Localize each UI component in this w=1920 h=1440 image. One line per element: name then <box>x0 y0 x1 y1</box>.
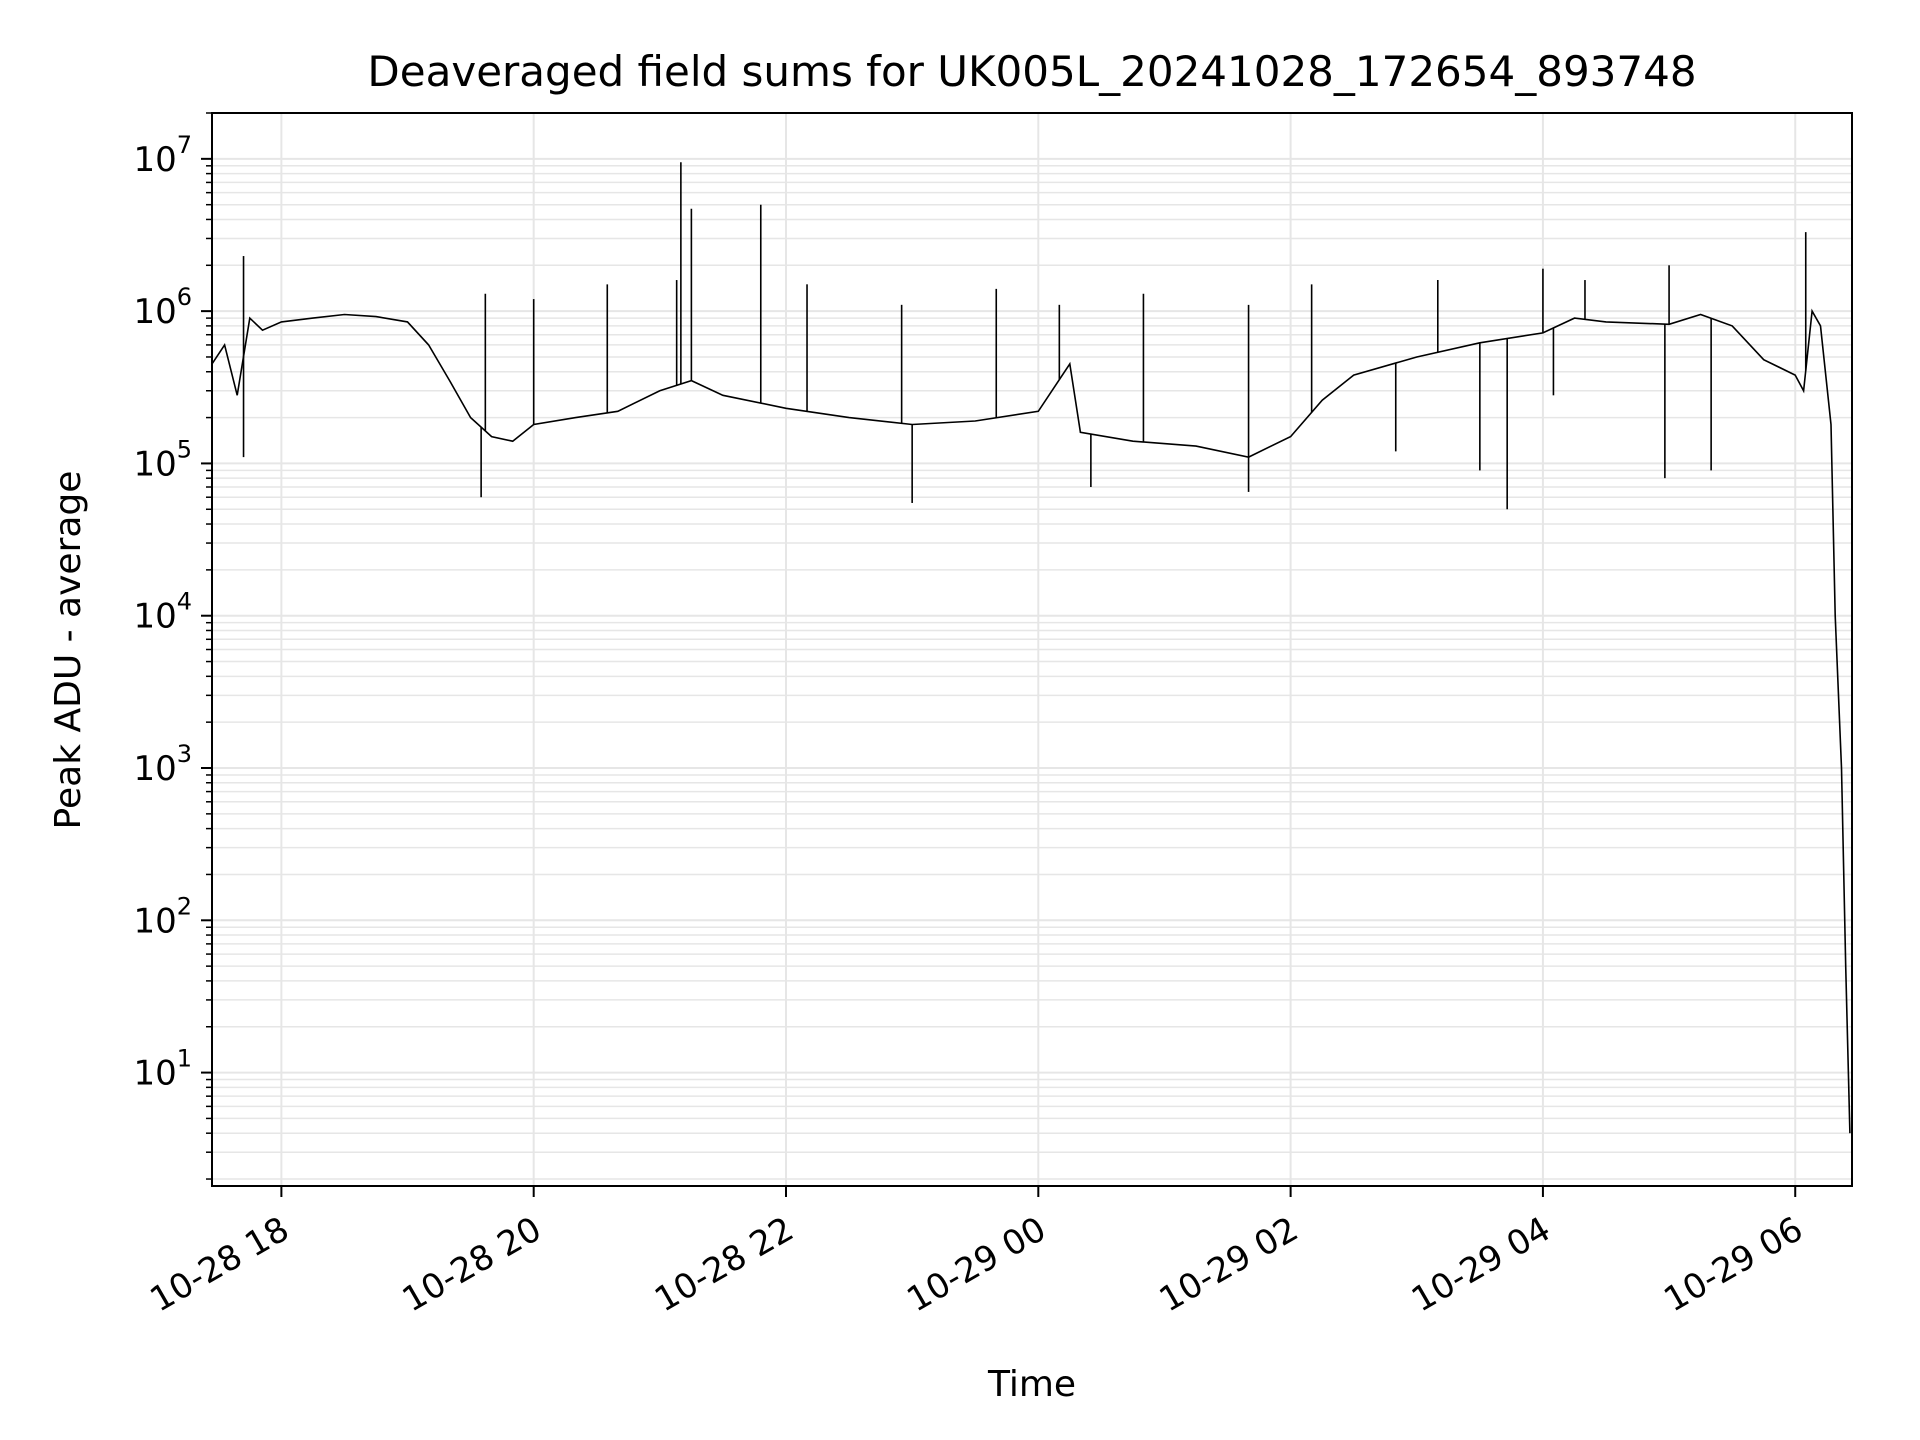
series-line <box>211 308 1851 1134</box>
chart-title: Deaveraged field sums for UK005L_2024102… <box>367 47 1696 96</box>
y-tick-label: 104 <box>133 588 192 637</box>
x-axis: 10-28 18 10-28 20 10-28 22 10-29 00 10-29 02… <box>143 1186 1810 1320</box>
y-tick-label: 105 <box>133 435 192 484</box>
x-tick-label: 10-28 22 <box>648 1209 800 1320</box>
x-tick-label: 10-29 02 <box>1153 1209 1305 1320</box>
y-axis: 101 102 103 104 105 106 107 <box>133 112 212 1180</box>
x-tick-label: 10-29 00 <box>900 1209 1052 1320</box>
y-tick-label: 101 <box>133 1045 192 1094</box>
grid <box>212 112 1852 1186</box>
x-tick-label: 10-29 06 <box>1657 1209 1809 1320</box>
y-axis-label: Peak ADU - average <box>48 471 89 830</box>
data-layer <box>211 162 1851 1134</box>
y-tick-label: 106 <box>133 283 192 332</box>
x-tick-label: 10-29 04 <box>1405 1209 1557 1320</box>
x-tick-label: 10-28 20 <box>396 1209 548 1320</box>
x-axis-label: Time <box>987 1364 1076 1405</box>
y-tick-label: 103 <box>133 740 192 789</box>
y-tick-label: 107 <box>133 131 192 180</box>
y-tick-label: 102 <box>133 892 192 941</box>
x-tick-label: 10-28 18 <box>143 1209 295 1320</box>
